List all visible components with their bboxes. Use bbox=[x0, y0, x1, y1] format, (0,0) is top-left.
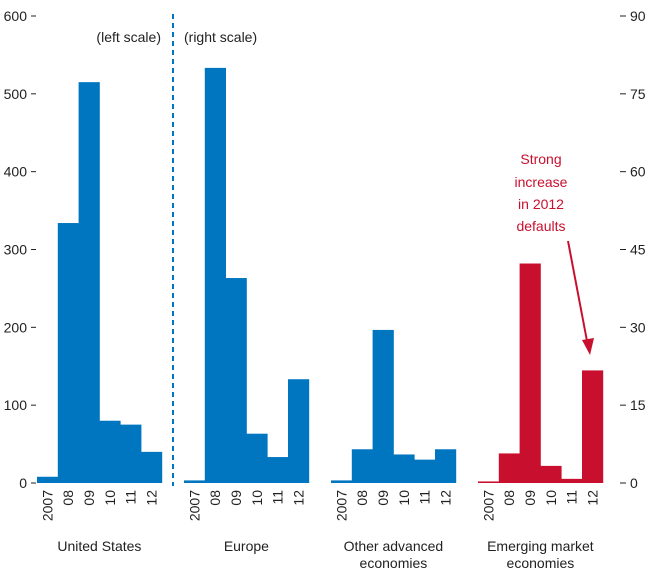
bar-2-09 bbox=[225, 278, 247, 483]
x-tick-label: 10 bbox=[543, 490, 559, 506]
annotation-line-3: in 2012 bbox=[518, 196, 564, 212]
x-tick-label: 2007 bbox=[480, 490, 496, 521]
bar-2-2007 bbox=[184, 480, 206, 483]
x-tick-label: 11 bbox=[123, 490, 139, 505]
bar-3-08 bbox=[351, 449, 373, 483]
bar-4-2007 bbox=[478, 481, 500, 483]
annotation-arrow-head bbox=[582, 338, 594, 355]
bar-3-2007 bbox=[331, 480, 353, 483]
annotation-line-2: increase bbox=[515, 174, 568, 190]
bar-2-11 bbox=[267, 457, 289, 483]
x-tick-label: 11 bbox=[564, 490, 580, 505]
x-tick-label: 11 bbox=[417, 490, 433, 505]
bar-1-09 bbox=[78, 82, 100, 484]
annotation-line-1: Strong bbox=[520, 151, 561, 167]
x-tick-label: 08 bbox=[207, 490, 223, 506]
x-tick-label: 08 bbox=[501, 490, 517, 506]
right-tick-label: 0 bbox=[630, 475, 638, 491]
left-tick-label: 0 bbox=[19, 475, 27, 491]
bar-1-2007 bbox=[37, 476, 59, 483]
bar-2-12 bbox=[288, 379, 310, 483]
x-tick-labels: 2007 08 09 10 11 12 2007 08 09 10 11 12 2007 08 09 10 11… bbox=[39, 490, 600, 521]
x-tick-label: 12 bbox=[437, 490, 453, 506]
annotation-arrow bbox=[567, 240, 588, 342]
bar-1-12 bbox=[141, 451, 163, 483]
bars-layer bbox=[37, 67, 604, 484]
x-tick-label: 2007 bbox=[39, 490, 55, 521]
left-scale-note: (left scale) bbox=[96, 29, 161, 45]
right-tick-label: 75 bbox=[630, 86, 646, 102]
bar-4-08 bbox=[498, 453, 520, 483]
group-label: United States bbox=[57, 538, 141, 554]
bar-3-09 bbox=[372, 329, 394, 483]
x-tick-label: 10 bbox=[396, 490, 412, 506]
x-tick-label: 08 bbox=[354, 490, 370, 506]
bar-4-11 bbox=[561, 478, 583, 483]
left-tick-label: 200 bbox=[4, 319, 28, 335]
bar-1-10 bbox=[99, 420, 121, 483]
x-tick-label: 2007 bbox=[333, 490, 349, 521]
x-tick-label: 09 bbox=[375, 490, 391, 506]
left-tick-label: 500 bbox=[4, 86, 28, 102]
right-y-axis: 0 15 30 45 60 75 90 bbox=[620, 8, 646, 491]
right-scale-note: (right scale) bbox=[184, 29, 257, 45]
x-tick-label: 12 bbox=[584, 490, 600, 506]
right-tick-label: 60 bbox=[630, 164, 646, 180]
x-tick-label: 12 bbox=[290, 490, 306, 506]
group-label-line-2: economies bbox=[360, 555, 428, 571]
right-tick-label: 30 bbox=[630, 319, 646, 335]
x-tick-label: 09 bbox=[81, 490, 97, 506]
right-tick-label: 15 bbox=[630, 397, 646, 413]
bar-4-12 bbox=[582, 370, 604, 483]
x-tick-label: 2007 bbox=[186, 490, 202, 521]
left-tick-label: 600 bbox=[4, 8, 28, 24]
bar-3-10 bbox=[393, 454, 415, 483]
bar-4-09 bbox=[519, 263, 541, 483]
group-label-line-1: Emerging market bbox=[487, 538, 594, 554]
x-tick-label: 11 bbox=[270, 490, 286, 505]
left-y-axis: 0 100 200 300 400 500 600 bbox=[4, 8, 36, 491]
x-tick-label: 10 bbox=[102, 490, 118, 506]
left-tick-label: 400 bbox=[4, 164, 28, 180]
group-label-line-1: Other advanced bbox=[344, 538, 444, 554]
annotation: Strong increase in 2012 defaults bbox=[515, 151, 594, 355]
x-tick-label: 09 bbox=[228, 490, 244, 506]
x-tick-label: 09 bbox=[522, 490, 538, 506]
group-labels: United States Europe Other advancedeconomi… bbox=[57, 538, 593, 571]
right-tick-label: 90 bbox=[630, 8, 646, 24]
bar-3-12 bbox=[435, 449, 457, 483]
bar-3-11 bbox=[414, 459, 436, 483]
x-tick-label: 08 bbox=[60, 490, 76, 506]
bar-2-10 bbox=[246, 433, 268, 483]
bar-2-08 bbox=[204, 67, 226, 483]
x-tick-label: 12 bbox=[143, 490, 159, 506]
annotation-line-4: defaults bbox=[516, 218, 565, 234]
bar-4-10 bbox=[540, 465, 562, 483]
x-tick-label: 10 bbox=[249, 490, 265, 506]
bar-1-08 bbox=[57, 223, 79, 483]
left-tick-label: 300 bbox=[4, 242, 28, 258]
right-tick-label: 45 bbox=[630, 242, 646, 258]
left-tick-label: 100 bbox=[4, 397, 28, 413]
group-label-line-2: economies bbox=[507, 555, 575, 571]
group-label: Europe bbox=[224, 538, 269, 554]
bar-1-11 bbox=[120, 424, 142, 483]
